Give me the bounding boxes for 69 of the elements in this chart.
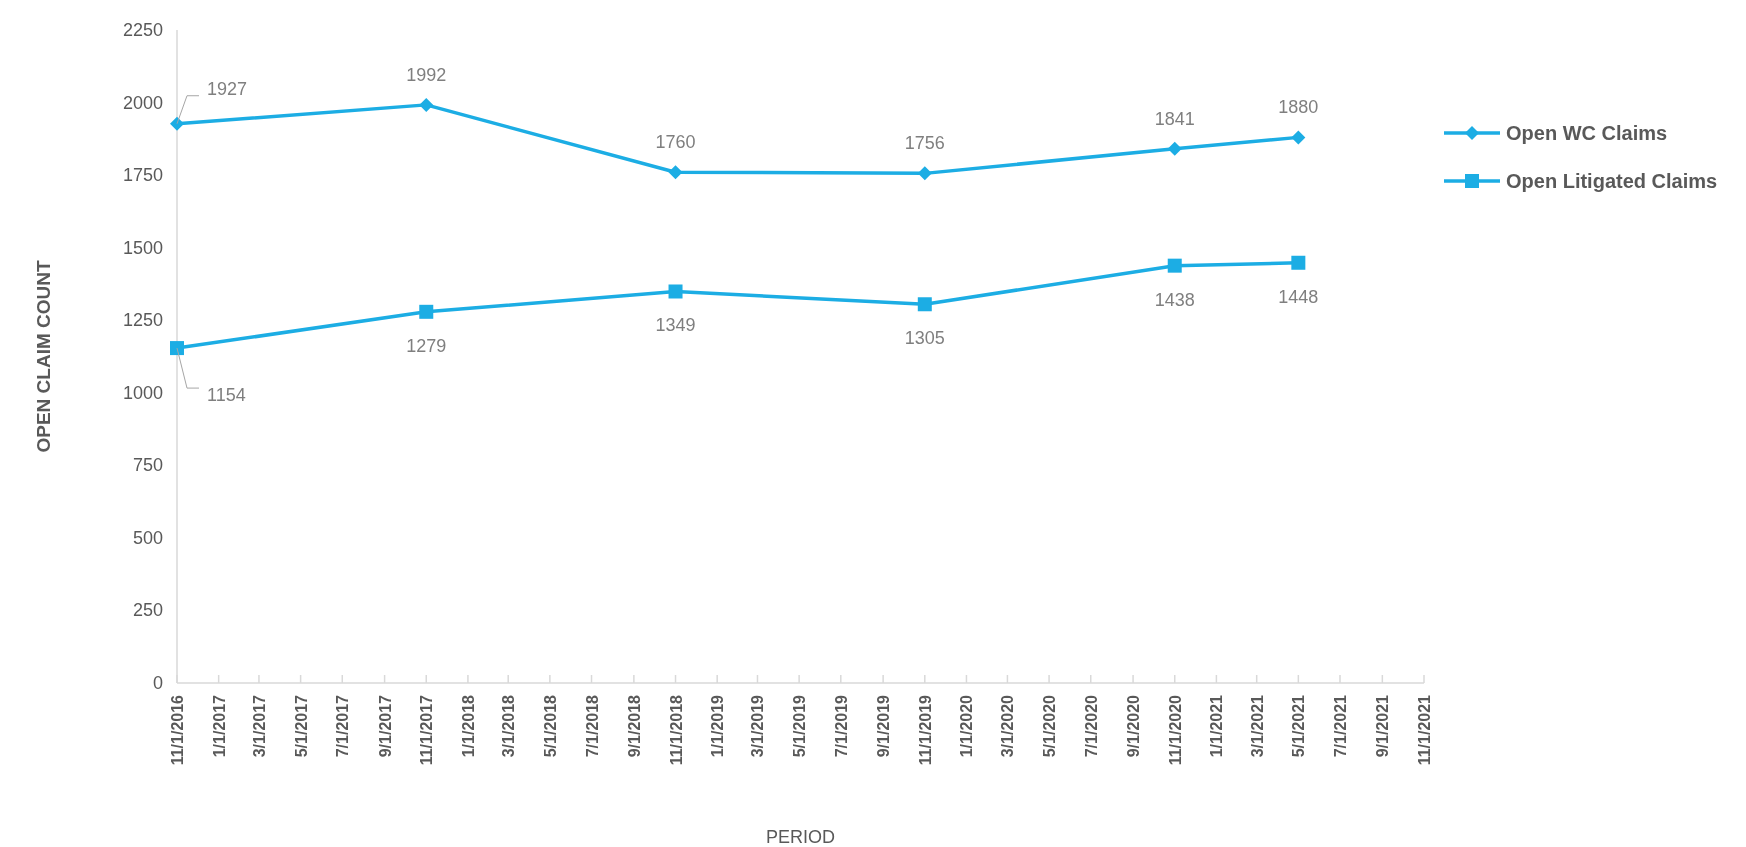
point [668, 284, 683, 299]
data-label: 1438 [1154, 289, 1195, 310]
data-label: 1349 [655, 315, 696, 336]
x-tick-label: 1/1/2017 [210, 694, 228, 758]
x-tick-label: 1/1/2020 [958, 694, 976, 758]
point [419, 97, 434, 112]
x-tick-label: 5/1/2017 [292, 694, 310, 758]
x-tick-label: 3/1/2019 [749, 694, 767, 758]
x-tick-label: 11/1/2018 [667, 694, 685, 766]
point [419, 304, 434, 319]
data-label: 1927 [207, 78, 248, 99]
y-tick-label: 0 [152, 673, 163, 693]
point [170, 116, 184, 131]
x-tick-label: 3/1/2021 [1248, 694, 1266, 758]
legend-label: Open WC Claims [1506, 122, 1668, 144]
x-tick-label: 11/1/2016 [169, 694, 186, 766]
x-tick-label: 1/1/2018 [459, 694, 477, 758]
x-tick-label: 7/1/2021 [1332, 694, 1349, 758]
x-axis-title: PERIOD [765, 827, 836, 847]
point [1291, 130, 1306, 145]
point [917, 166, 932, 181]
point [1167, 141, 1182, 156]
y-tick-label: 1000 [122, 382, 163, 403]
x-tick-label: 5/1/2020 [1041, 694, 1059, 758]
x-tick-label: 5/1/2021 [1290, 694, 1308, 758]
x-tick-label: 9/1/2019 [875, 694, 893, 758]
y-tick-label: 500 [132, 527, 163, 548]
point [1291, 255, 1306, 270]
data-label: 1760 [655, 132, 696, 153]
data-label: 1841 [1154, 108, 1195, 129]
x-tick-label: 3/1/2018 [500, 694, 518, 758]
data-label: 1305 [904, 328, 945, 349]
data-label: 1154 [207, 385, 246, 406]
y-tick-label: 1750 [122, 165, 163, 186]
x-tick-label: 11/1/2021 [1416, 694, 1433, 766]
x-tick-label: 7/1/2017 [334, 694, 352, 758]
y-tick-label: 250 [132, 600, 163, 621]
x-tick-label: 7/1/2019 [832, 694, 850, 758]
y-tick-label: 1250 [122, 310, 163, 331]
x-tick-label: 9/1/2018 [625, 694, 643, 758]
x-tick-label: 3/1/2017 [250, 694, 268, 758]
x-tick-label: 9/1/2021 [1374, 694, 1392, 758]
data-label: 1756 [904, 133, 945, 154]
y-tick-label: 2000 [122, 92, 163, 113]
x-tick-label: 7/1/2018 [583, 694, 601, 758]
x-tick-label: 5/1/2018 [541, 694, 559, 758]
y-tick-label: 2250 [122, 20, 163, 40]
point [170, 341, 184, 356]
y-tick-label: 1500 [122, 237, 163, 258]
point [668, 165, 683, 180]
x-tick-label: 11/1/2019 [916, 694, 934, 766]
data-label: 1279 [406, 335, 447, 356]
data-label: 1880 [1278, 97, 1319, 118]
y-tick-label: 750 [132, 455, 163, 476]
x-tick-label: 11/1/2017 [418, 694, 436, 766]
point [917, 297, 932, 312]
x-tick-label: 7/1/2020 [1082, 694, 1100, 758]
x-tick-label: 9/1/2020 [1125, 694, 1143, 758]
data-label: 1992 [406, 64, 447, 85]
x-tick-label: 5/1/2019 [791, 694, 809, 758]
x-tick-label: 1/1/2021 [1208, 694, 1226, 758]
x-tick-label: 9/1/2017 [376, 694, 394, 758]
x-tick-label: 3/1/2020 [999, 694, 1017, 758]
x-tick-label: 11/1/2020 [1166, 694, 1184, 766]
legend-label: Open Litigated Claims [1506, 170, 1718, 192]
y-axis-title: OPEN CLAIM COUNT [33, 260, 54, 453]
point [1167, 258, 1182, 273]
data-label: 1448 [1278, 286, 1319, 307]
x-tick-label: 1/1/2019 [709, 694, 727, 758]
